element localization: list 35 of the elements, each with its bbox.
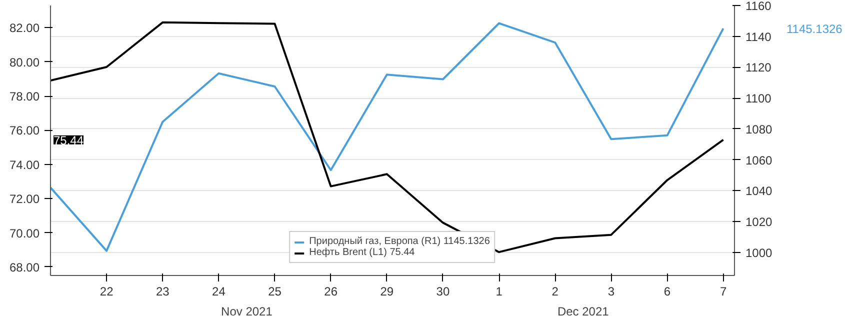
legend-label: Природный газ, Европа (R1) 1145.1326 <box>309 236 490 247</box>
x-tick-label: 1 <box>496 284 503 298</box>
x-tick-label: 25 <box>268 284 282 298</box>
y2-tick-label: 1000 <box>746 246 773 260</box>
y-tick-label: 82.00 <box>9 21 40 36</box>
x-tick-label: 7 <box>720 284 727 298</box>
x-tick-label: 29 <box>380 284 394 298</box>
x-tick-label: 23 <box>156 284 170 298</box>
x-tick-label: 22 <box>100 284 114 298</box>
x-tick-label: 3 <box>608 284 615 298</box>
text: 1145.1326 <box>786 22 843 36</box>
y2-tick-label: 1100 <box>746 92 772 106</box>
y-tick-label: 76.00 <box>9 124 40 138</box>
y2-tick-label: 1020 <box>746 215 773 229</box>
y-tick-label: 72.00 <box>9 192 40 206</box>
text: Nov 2021 <box>221 304 273 318</box>
y-tick-label: 78.00 <box>9 90 40 104</box>
y-tick-label: 68.00 <box>9 260 40 274</box>
y2-tick-label: 1140 <box>746 30 772 44</box>
text: Dec 2021 <box>557 304 610 318</box>
annotation: 75.44 <box>54 133 84 148</box>
y-tick-label: 80.00 <box>9 55 40 70</box>
x-tick-label: 2 <box>552 284 559 298</box>
y2-tick-label: 1080 <box>746 122 773 136</box>
y2-tick-label: 1040 <box>746 184 773 198</box>
y-tick-label: 70.00 <box>9 226 40 240</box>
y2-tick-label: 1120 <box>746 60 772 75</box>
x-tick-label: 6 <box>664 284 671 298</box>
x-tick-label: 26 <box>324 284 338 298</box>
y2-tick-label: 1160 <box>746 0 772 13</box>
x-tick-label: 24 <box>212 284 226 298</box>
legend-label: Нефть Brent (L1) 75.44 <box>309 247 415 258</box>
x-tick-label: 30 <box>436 284 450 298</box>
y-tick-label: 74.00 <box>9 158 40 172</box>
y2-tick-label: 1060 <box>746 153 773 168</box>
